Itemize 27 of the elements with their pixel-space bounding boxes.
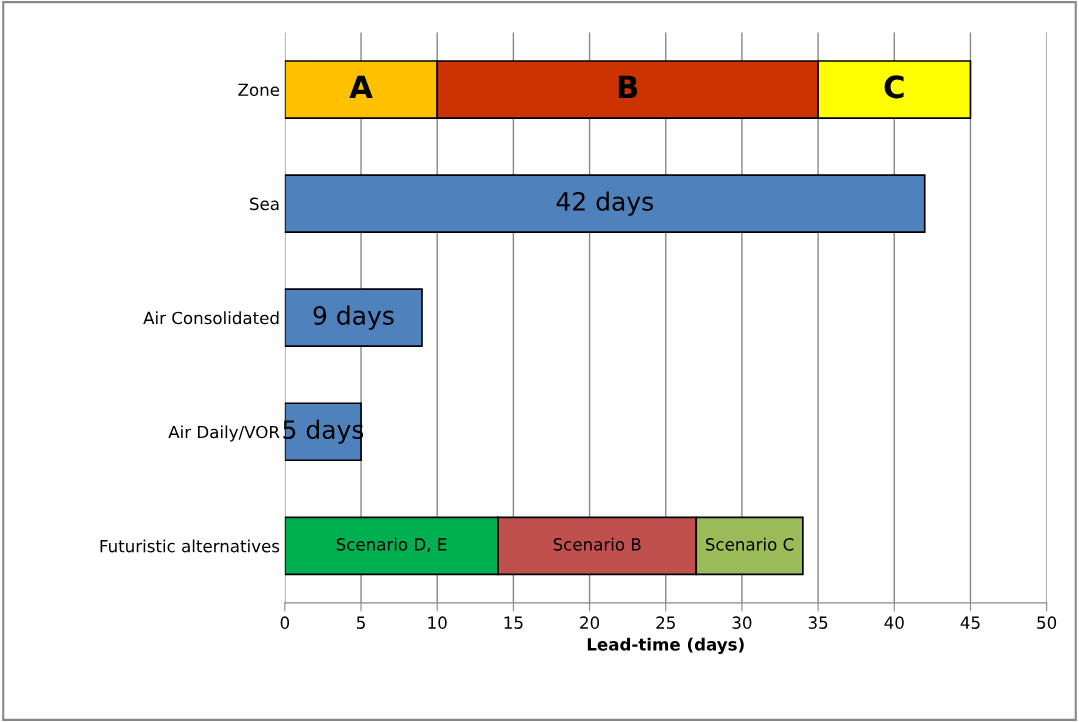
data-label: Scenario B <box>553 537 641 551</box>
y-tick-label: Air Consolidated <box>143 311 279 325</box>
data-label: Scenario C <box>705 537 794 551</box>
x-tick-label: 40 <box>884 616 904 629</box>
x-tick-label: 20 <box>580 616 600 629</box>
x-tick-label: 15 <box>504 616 523 629</box>
bar <box>284 288 423 348</box>
data-label: Scenario D, E <box>336 537 447 553</box>
data-label: 9 days <box>313 305 394 330</box>
x-tick-label: 45 <box>960 616 980 629</box>
x-tick-label: 50 <box>1037 616 1057 629</box>
x-tick-label: 25 <box>656 616 675 629</box>
data-label: A <box>349 75 373 98</box>
y-tick-label: Futuristic alternatives <box>100 539 280 553</box>
data-label: C <box>884 75 904 99</box>
x-tick-label: 0 <box>280 616 290 629</box>
data-label: 42 days <box>556 191 653 216</box>
x-tick-label: 5 <box>357 616 365 629</box>
x-axis-title: Lead-time (days) <box>587 637 744 655</box>
bar <box>284 174 926 233</box>
data-label: B <box>618 75 638 98</box>
x-tick-label: 35 <box>808 616 828 629</box>
y-tick-label: Sea <box>250 197 279 211</box>
y-tick-label: Air Daily/VOR <box>168 425 280 442</box>
y-tick-label: Zone <box>238 83 280 97</box>
x-tick-label: 10 <box>428 616 447 629</box>
x-tick-label: 30 <box>732 616 752 629</box>
